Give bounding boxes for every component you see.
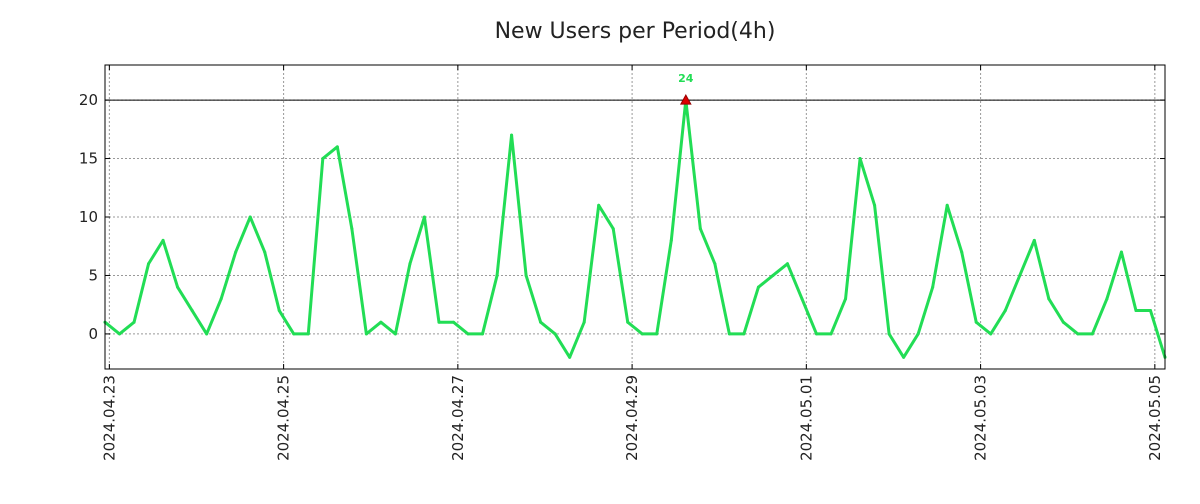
data-point bbox=[727, 332, 731, 336]
x-tick-label: 2024.05.01 bbox=[797, 375, 815, 461]
data-point bbox=[829, 332, 833, 336]
data-point bbox=[974, 320, 978, 324]
data-point bbox=[161, 238, 165, 242]
data-point bbox=[321, 157, 325, 161]
data-point bbox=[205, 332, 209, 336]
data-point bbox=[263, 250, 267, 254]
data-point bbox=[945, 203, 949, 207]
data-point bbox=[190, 309, 194, 313]
data-point bbox=[1047, 297, 1051, 301]
data-point bbox=[1090, 332, 1094, 336]
data-point bbox=[1105, 297, 1109, 301]
peak-marker-triangle bbox=[679, 94, 692, 105]
x-tick-label: 2024.05.03 bbox=[972, 375, 990, 461]
y-tick-label: 10 bbox=[79, 208, 98, 226]
axis-ticks: 0 5 10 15 20 2024.04.23 2024.04.25 2024.04.27 20… bbox=[79, 65, 1165, 461]
data-point bbox=[742, 332, 746, 336]
x-tick-label: 2024.04.23 bbox=[100, 375, 118, 461]
y-tick-label: 5 bbox=[88, 266, 98, 284]
x-tick-label: 2024.04.29 bbox=[623, 375, 641, 461]
data-point bbox=[771, 273, 775, 277]
data-point bbox=[292, 332, 296, 336]
data-point bbox=[1003, 309, 1007, 313]
data-point bbox=[1148, 309, 1152, 313]
data-point bbox=[422, 215, 426, 219]
data-point bbox=[393, 332, 397, 336]
data-point bbox=[277, 309, 281, 313]
data-point bbox=[669, 238, 673, 242]
peak-value-label: 24 bbox=[678, 72, 694, 85]
data-point bbox=[1134, 309, 1138, 313]
data-point bbox=[597, 203, 601, 207]
data-point bbox=[626, 320, 630, 324]
x-tick-label: 2024.04.25 bbox=[275, 375, 293, 461]
data-point bbox=[873, 203, 877, 207]
series-line bbox=[103, 98, 1167, 359]
data-point bbox=[350, 227, 354, 231]
data-point bbox=[568, 355, 572, 359]
data-point bbox=[989, 332, 993, 336]
x-tick-label: 2024.04.27 bbox=[449, 375, 467, 461]
data-point bbox=[1061, 320, 1065, 324]
data-point bbox=[147, 262, 151, 266]
data-point bbox=[219, 297, 223, 301]
data-point bbox=[234, 250, 238, 254]
data-point bbox=[408, 262, 412, 266]
data-point bbox=[640, 332, 644, 336]
data-point bbox=[902, 355, 906, 359]
data-point bbox=[785, 262, 789, 266]
data-point bbox=[524, 273, 528, 277]
data-point bbox=[248, 215, 252, 219]
y-tick-label: 0 bbox=[88, 325, 98, 343]
data-point bbox=[176, 285, 180, 289]
data-point bbox=[451, 320, 455, 324]
data-point bbox=[539, 320, 543, 324]
data-point bbox=[379, 320, 383, 324]
data-point bbox=[495, 273, 499, 277]
data-point bbox=[582, 320, 586, 324]
y-tick-label: 20 bbox=[79, 91, 98, 109]
data-point bbox=[132, 320, 136, 324]
data-point bbox=[364, 332, 368, 336]
y-tick-label: 15 bbox=[79, 150, 98, 168]
data-point bbox=[844, 297, 848, 301]
data-point bbox=[481, 332, 485, 336]
data-point bbox=[611, 227, 615, 231]
data-point bbox=[1119, 250, 1123, 254]
data-point bbox=[858, 157, 862, 161]
data-point bbox=[887, 332, 891, 336]
data-point bbox=[553, 332, 557, 336]
data-point bbox=[800, 297, 804, 301]
chart-title: New Users per Period(4h) bbox=[495, 19, 776, 44]
data-point bbox=[1018, 273, 1022, 277]
peak-marker-group: 24 bbox=[678, 72, 694, 105]
data-point bbox=[960, 250, 964, 254]
series-group bbox=[103, 98, 1167, 359]
data-point bbox=[466, 332, 470, 336]
data-point bbox=[931, 285, 935, 289]
data-point bbox=[510, 133, 514, 137]
data-point bbox=[335, 145, 339, 149]
data-point bbox=[655, 332, 659, 336]
data-point bbox=[756, 285, 760, 289]
data-point bbox=[1076, 332, 1080, 336]
data-point bbox=[118, 332, 122, 336]
data-point bbox=[916, 332, 920, 336]
data-point bbox=[306, 332, 310, 336]
x-tick-label: 2024.05.05 bbox=[1146, 375, 1164, 461]
data-point bbox=[713, 262, 717, 266]
data-point bbox=[437, 320, 441, 324]
data-point bbox=[815, 332, 819, 336]
data-point bbox=[698, 227, 702, 231]
data-point bbox=[1032, 238, 1036, 242]
